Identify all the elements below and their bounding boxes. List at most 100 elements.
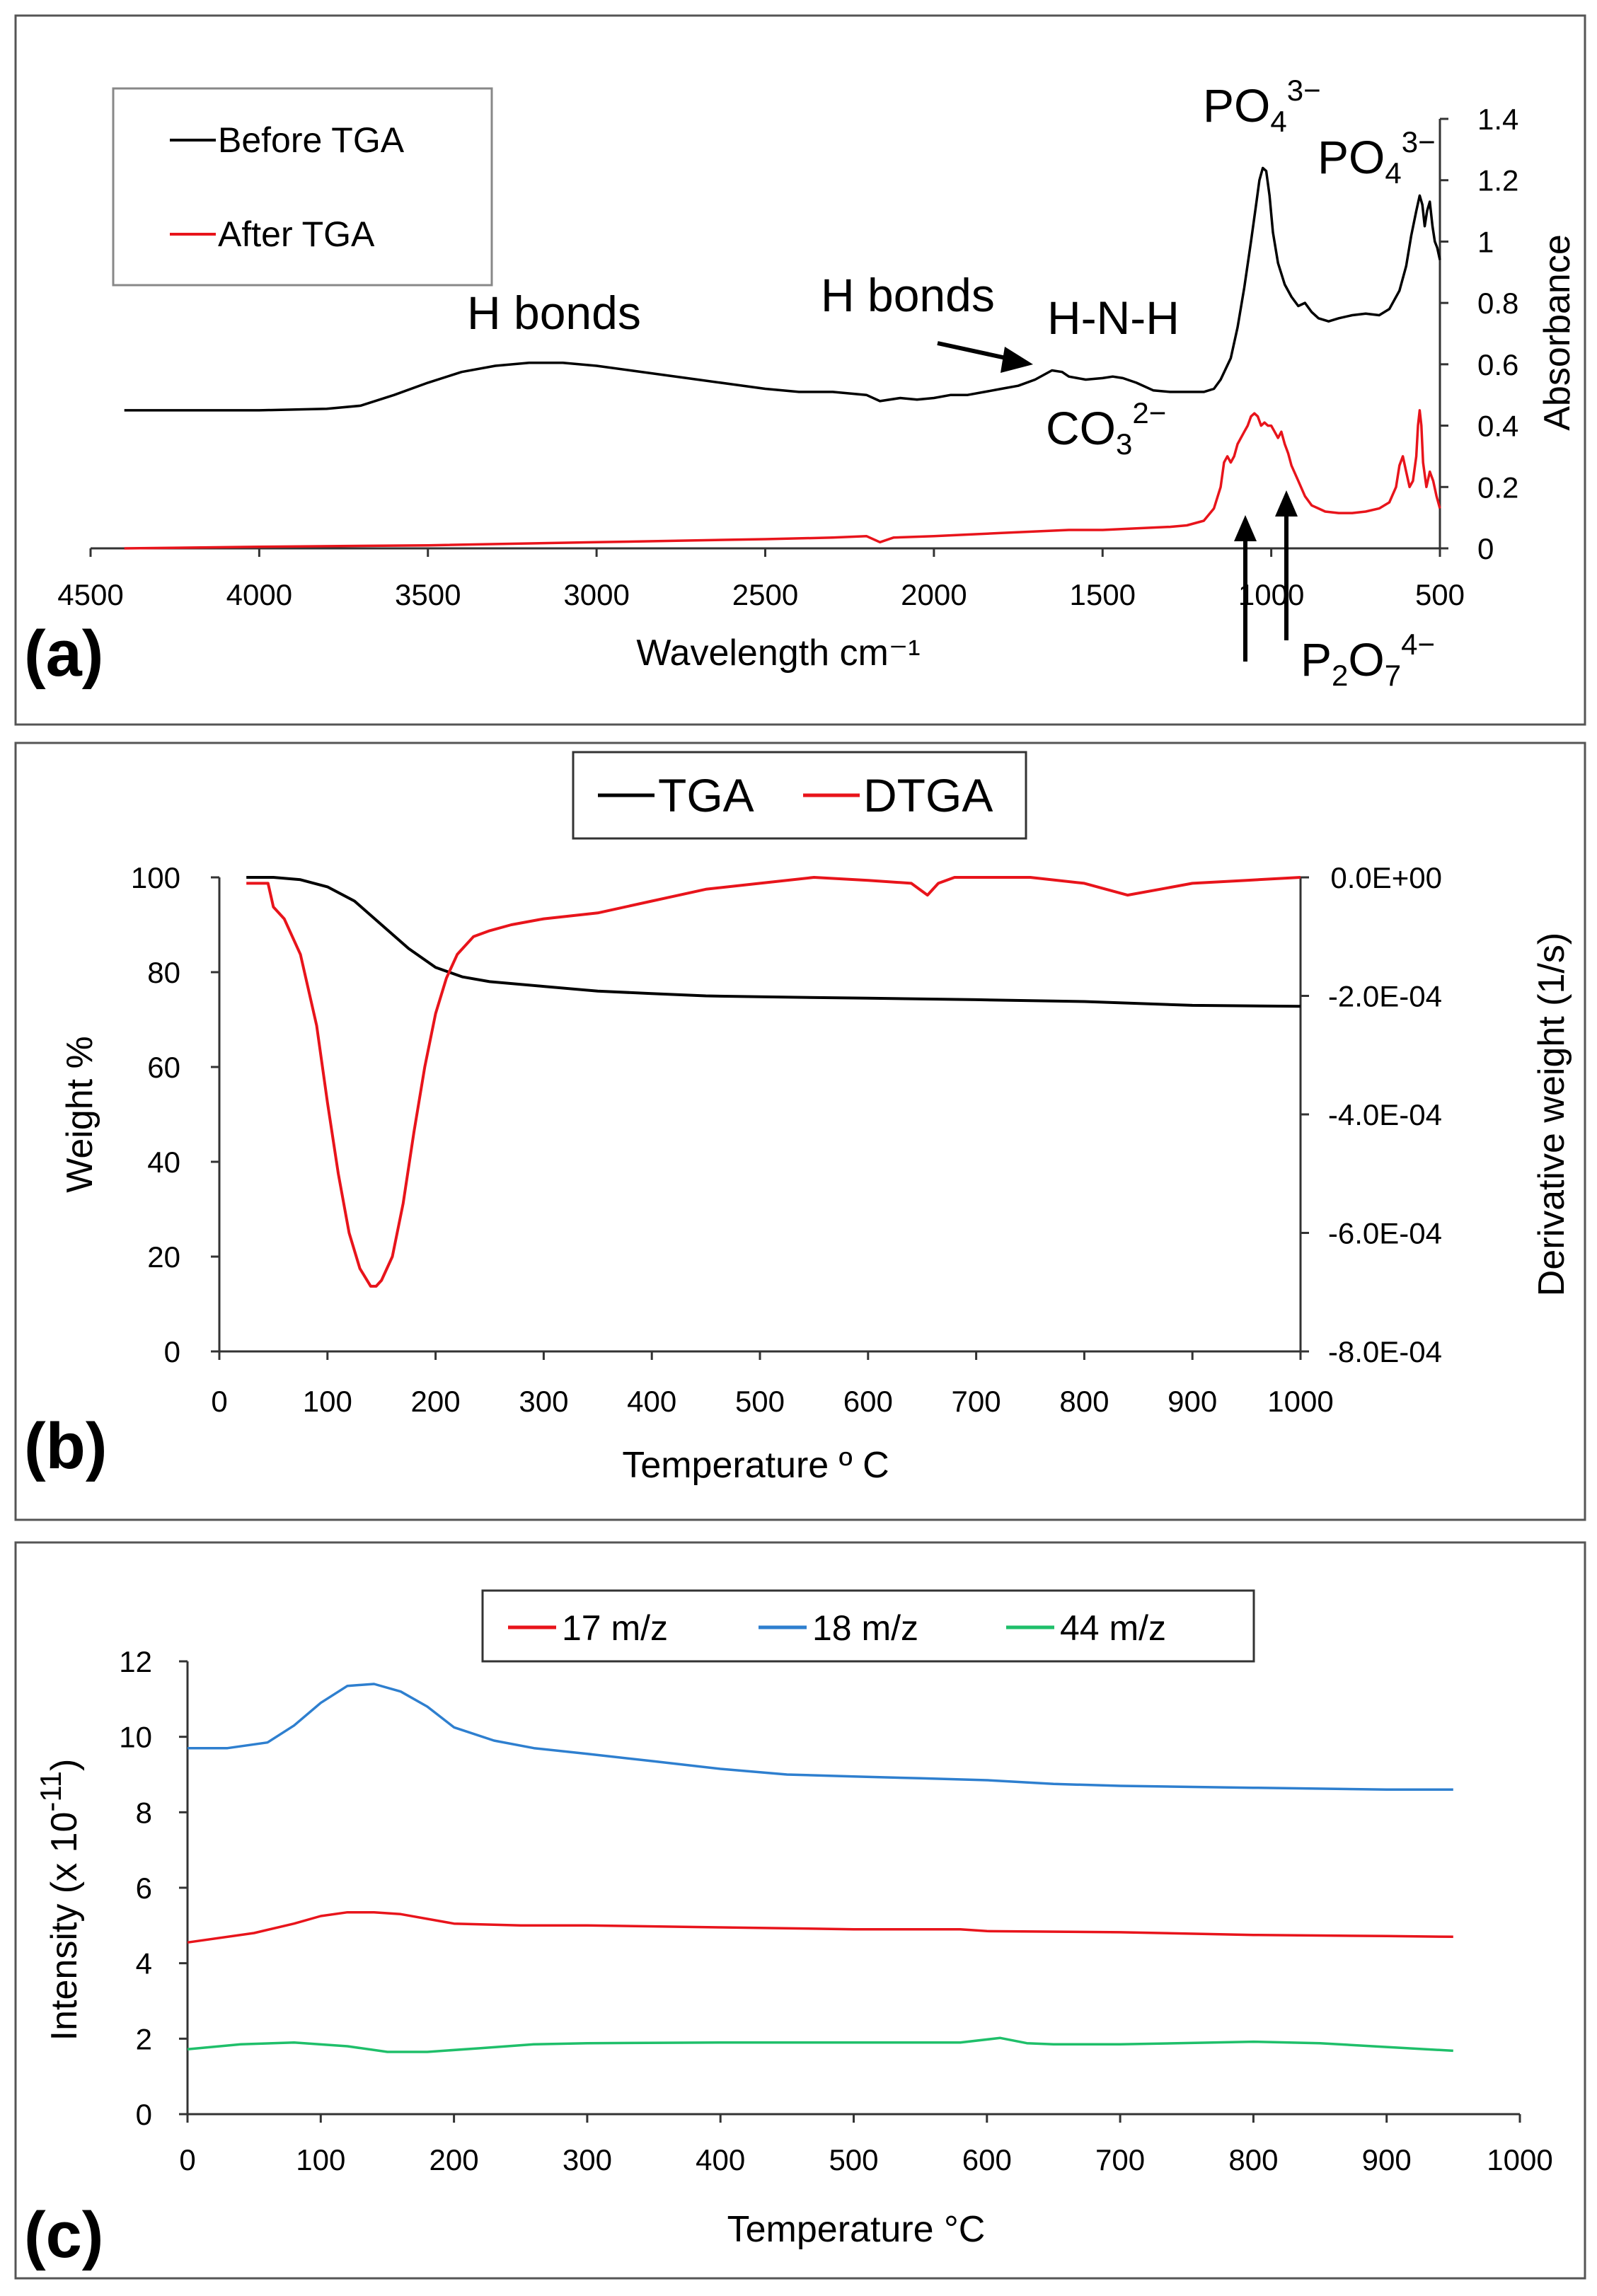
legend-label: 17 m/z (562, 1608, 668, 1648)
legend-label: TGA (658, 769, 754, 821)
series-before-tga (124, 166, 1441, 412)
y2-tick-label: 0.0E+00 (1330, 861, 1442, 894)
legend-label: After TGA (218, 214, 375, 254)
y-tick-label: 6 (136, 1871, 152, 1905)
series-after-tga (124, 409, 1441, 550)
series-tga (246, 876, 1301, 1008)
arrow-head (1001, 347, 1033, 373)
y-axis-title: Absorbance (1537, 234, 1578, 431)
panel-label-c: (c) (24, 2199, 103, 2271)
x-tick-label: 2500 (732, 578, 798, 611)
x-tick-label: 500 (1415, 578, 1465, 611)
x-tick-label: 300 (519, 1385, 568, 1418)
x-tick-label: 500 (829, 2143, 878, 2176)
x-tick-label: 3500 (395, 578, 461, 611)
x-tick-label: 0 (179, 2143, 195, 2176)
arrow-head (1275, 490, 1298, 517)
x-tick-label: 300 (563, 2143, 612, 2176)
y-tick-label: 1 (1477, 225, 1494, 258)
legend-label: 44 m/z (1060, 1608, 1166, 1648)
y2-tick-label: -6.0E-04 (1328, 1217, 1442, 1250)
panel-a-frame (14, 14, 1586, 726)
y2-tick-label: -4.0E-04 (1328, 1098, 1442, 1131)
x-axis-title: Temperature º C (622, 1445, 889, 1486)
x-tick-label: 200 (411, 1385, 461, 1418)
x-tick-label: 700 (952, 1385, 1001, 1418)
x-tick-label: 800 (1059, 1385, 1109, 1418)
series-17mz (187, 1910, 1453, 1944)
panel-label-a: (a) (24, 618, 103, 690)
legend-label: DTGA (863, 769, 993, 821)
y-axis-title: Weight % (59, 1036, 100, 1193)
x-tick-label: 100 (303, 1385, 352, 1418)
legend (481, 1589, 1255, 1663)
y-tick-label: 8 (136, 1796, 152, 1829)
y-tick-label: 0.4 (1477, 410, 1518, 443)
chart-a: 4500 4000 3500 3000 2500 2000 1500 1000 500 0 0.2 0… (57, 74, 1578, 692)
x-axis-title: Temperature °C (727, 2209, 986, 2250)
x-tick-label: 900 (1168, 1385, 1217, 1418)
y-tick-label: 0 (1477, 532, 1494, 565)
panel-b-frame (14, 742, 1586, 1521)
y2-axis-title: Derivative weight (1/s) (1531, 933, 1572, 1296)
series-dtga (246, 876, 1301, 1288)
x-tick-label: 4000 (226, 578, 292, 611)
y-tick-label: 2 (136, 2022, 152, 2055)
x-axis-title: Wavelength cm⁻¹ (636, 633, 920, 674)
y-tick-label: 10 (119, 1721, 152, 1754)
y-tick-label: 60 (147, 1051, 180, 1084)
legend-label: Before TGA (218, 120, 405, 160)
y-tick-label: 80 (147, 956, 180, 989)
y-tick-label: 1.2 (1477, 164, 1518, 197)
y-tick-label: 1.4 (1477, 103, 1518, 136)
x-tick-label: 900 (1362, 2143, 1412, 2176)
y-tick-label: 0.2 (1477, 471, 1518, 504)
y-tick-label: 0 (136, 2098, 152, 2131)
x-tick-label: 500 (735, 1385, 785, 1418)
x-tick-label: 3000 (563, 578, 629, 611)
annotation-p2o7: P2O74− (1301, 628, 1435, 692)
y-tick-label: 20 (147, 1240, 180, 1274)
y-axis-title: Intensity (x 10-11) (34, 1759, 85, 2041)
x-tick-label: 600 (962, 2143, 1012, 2176)
legend-label: 18 m/z (812, 1608, 918, 1648)
series-44mz (187, 2036, 1453, 2053)
annotation-po4-2: PO43− (1318, 125, 1436, 190)
chart-c: 0 100 200 300 400 500 600 700 800 900 1000 0 2 4 6 8 10 1… (34, 1589, 1553, 2250)
y-tick-label: 12 (119, 1645, 152, 1678)
panel-c-frame (14, 1541, 1586, 2280)
annotation-co3: CO32− (1046, 396, 1166, 461)
y-tick-label: 0.6 (1477, 348, 1518, 381)
x-tick-label: 1500 (1070, 578, 1136, 611)
annotation-h-bonds-1: H bonds (467, 287, 641, 339)
x-tick-label: 2000 (901, 578, 967, 611)
y2-tick-label: -8.0E-04 (1328, 1335, 1442, 1368)
y-tick-label: 0 (164, 1335, 180, 1368)
x-tick-label: 400 (696, 2143, 745, 2176)
x-tick-label: 1000 (1238, 578, 1304, 611)
x-tick-label: 1000 (1267, 1385, 1333, 1418)
x-tick-label: 4500 (57, 578, 123, 611)
x-tick-label: 400 (627, 1385, 676, 1418)
x-tick-label: 200 (429, 2143, 479, 2176)
panel-label-b: (b) (24, 1410, 107, 1482)
chart-b: 0 100 200 300 400 500 600 700 800 900 1000 0 20 40 60 8… (59, 751, 1572, 1486)
x-tick-label: 800 (1228, 2143, 1278, 2176)
x-tick-label: 700 (1095, 2143, 1145, 2176)
y-tick-label: 100 (131, 861, 180, 894)
x-tick-label: 0 (211, 1385, 227, 1418)
annotation-h-bonds-2: H bonds (821, 269, 995, 321)
y-tick-label: 4 (136, 1947, 152, 1980)
legend (112, 87, 493, 287)
x-tick-label: 600 (843, 1385, 893, 1418)
x-tick-label: 100 (296, 2143, 345, 2176)
annotation-hnh: H-N-H (1047, 292, 1180, 344)
y2-tick-label: -2.0E-04 (1328, 980, 1442, 1013)
arrow-head (1234, 515, 1257, 541)
y-tick-label: 0.8 (1477, 287, 1518, 320)
annotation-po4-1: PO43− (1203, 74, 1321, 138)
y-tick-label: 40 (147, 1146, 180, 1179)
x-tick-label: 1000 (1487, 2143, 1552, 2176)
series-18mz (188, 1683, 1453, 1792)
